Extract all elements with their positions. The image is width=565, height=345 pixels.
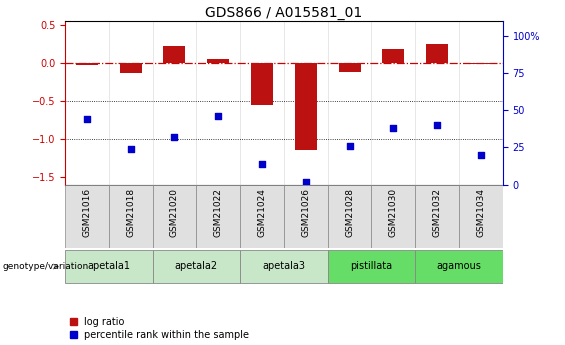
- Bar: [108, 185, 153, 248]
- Point: [301, 179, 310, 184]
- Point: [126, 146, 135, 151]
- Bar: [153, 185, 197, 248]
- Text: GSM21024: GSM21024: [258, 188, 267, 237]
- Text: GSM21026: GSM21026: [301, 188, 310, 237]
- Text: GSM21030: GSM21030: [389, 188, 398, 237]
- Text: GSM21022: GSM21022: [214, 188, 223, 237]
- Point: [82, 116, 92, 122]
- Bar: [65, 250, 153, 283]
- Bar: [459, 185, 503, 248]
- Bar: [295, 63, 317, 150]
- Text: GSM21032: GSM21032: [433, 188, 442, 237]
- Text: agamous: agamous: [437, 261, 481, 271]
- Bar: [120, 63, 142, 72]
- Bar: [65, 185, 109, 248]
- Bar: [251, 63, 273, 105]
- Bar: [372, 185, 415, 248]
- Bar: [76, 63, 98, 65]
- Bar: [328, 250, 415, 283]
- Text: GSM21018: GSM21018: [126, 188, 135, 237]
- Text: GSM21028: GSM21028: [345, 188, 354, 237]
- Title: GDS866 / A015581_01: GDS866 / A015581_01: [205, 6, 363, 20]
- Text: GSM21016: GSM21016: [82, 188, 92, 237]
- Bar: [284, 185, 328, 248]
- Bar: [470, 63, 492, 64]
- Bar: [207, 59, 229, 63]
- Bar: [240, 185, 284, 248]
- Text: apetala2: apetala2: [175, 261, 218, 271]
- Bar: [197, 185, 240, 248]
- Point: [476, 152, 485, 158]
- Bar: [383, 49, 405, 63]
- Bar: [426, 43, 448, 63]
- Point: [389, 125, 398, 131]
- Text: GSM21034: GSM21034: [476, 188, 485, 237]
- Point: [214, 113, 223, 119]
- Text: apetala1: apetala1: [87, 261, 131, 271]
- Point: [170, 134, 179, 140]
- Text: pistillata: pistillata: [350, 261, 393, 271]
- Bar: [415, 250, 503, 283]
- Legend: log ratio, percentile rank within the sample: log ratio, percentile rank within the sa…: [70, 317, 249, 340]
- Text: genotype/variation: genotype/variation: [3, 262, 89, 271]
- Bar: [415, 185, 459, 248]
- Text: GSM21020: GSM21020: [170, 188, 179, 237]
- Bar: [240, 250, 328, 283]
- Bar: [153, 250, 240, 283]
- Bar: [328, 185, 372, 248]
- Text: apetala3: apetala3: [262, 261, 306, 271]
- Point: [345, 143, 354, 149]
- Bar: [163, 46, 185, 63]
- Point: [258, 161, 267, 167]
- Point: [433, 122, 442, 128]
- Bar: [338, 63, 360, 72]
